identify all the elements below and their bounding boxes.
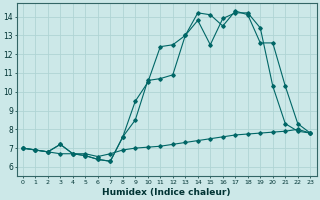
X-axis label: Humidex (Indice chaleur): Humidex (Indice chaleur) — [102, 188, 231, 197]
